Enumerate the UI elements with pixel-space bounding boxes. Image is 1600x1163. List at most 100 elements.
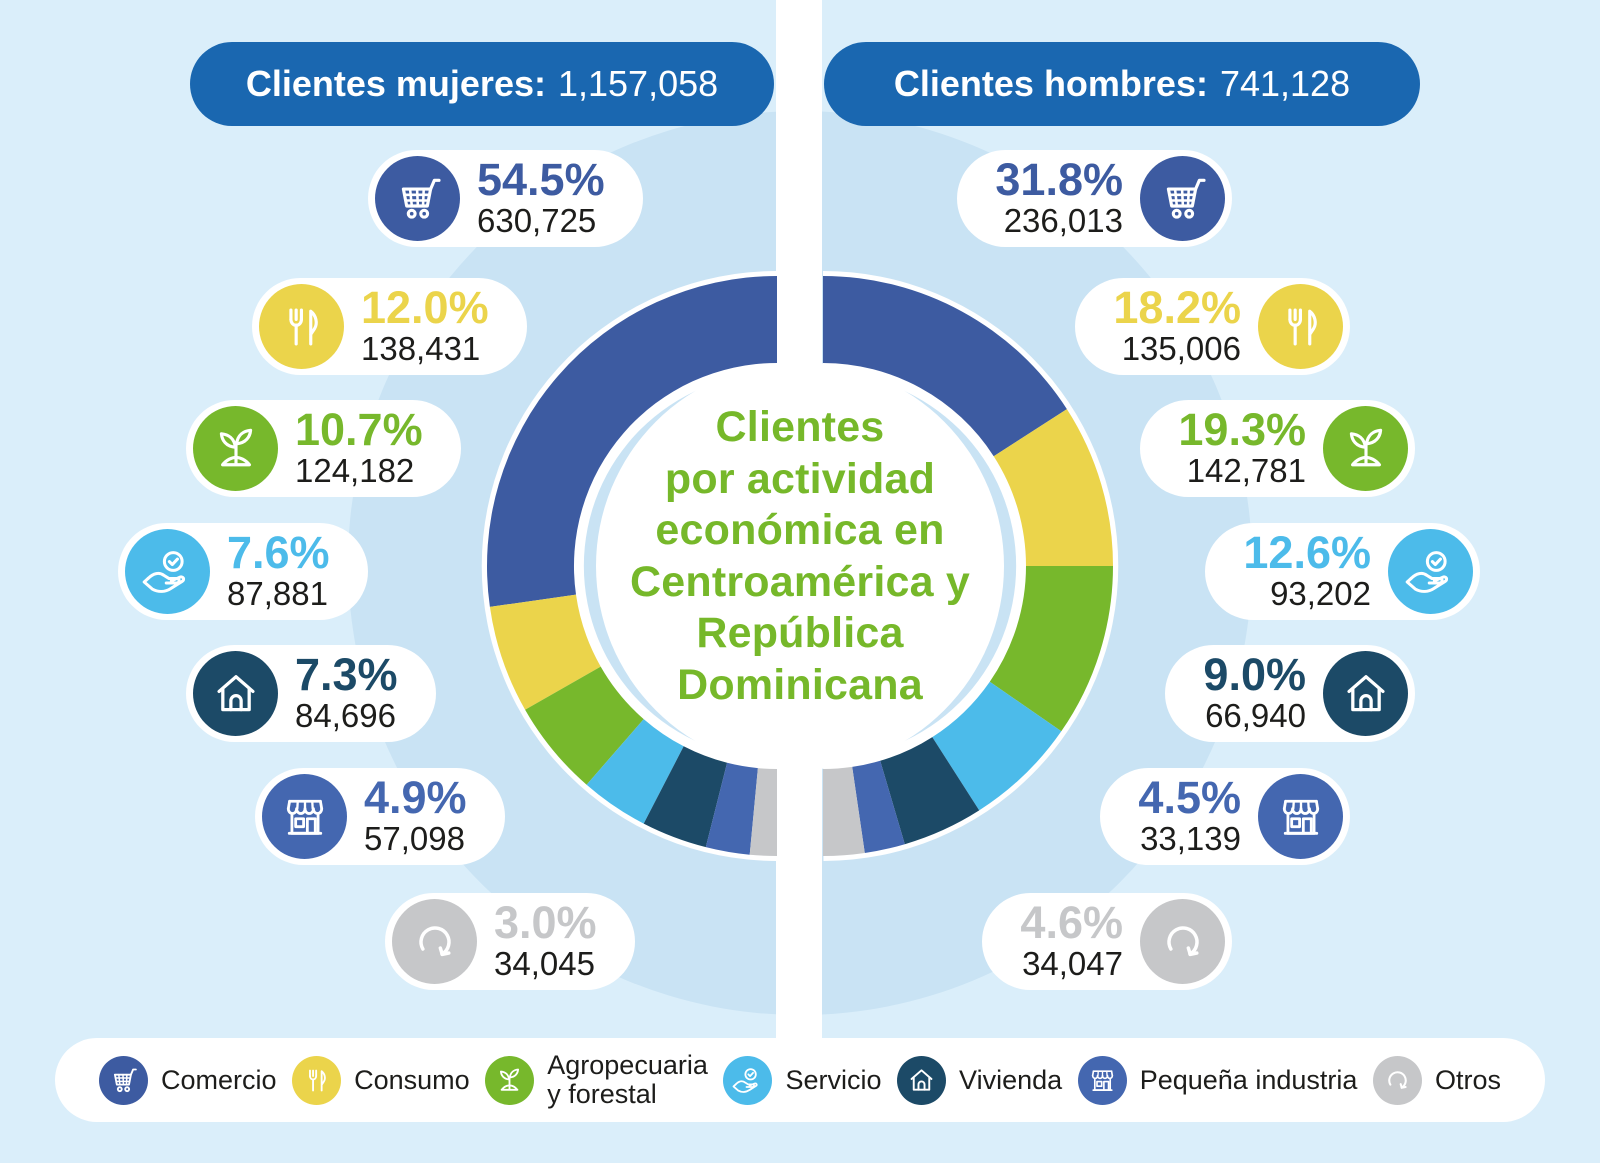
- donut-segment-left-otros: [749, 768, 777, 856]
- refresh-icon: [392, 899, 477, 984]
- plant-icon: [485, 1055, 535, 1105]
- refresh-icon: [1372, 1055, 1422, 1105]
- legend-label: Consumo: [354, 1064, 470, 1095]
- badge-text: 19.3% 142,781: [1178, 407, 1306, 489]
- badge-left-otros: 3.0% 34,045: [385, 893, 635, 990]
- legend-label: Otros: [1434, 1064, 1501, 1095]
- utensils-icon: [259, 284, 344, 369]
- percent-value: 54.5%: [477, 154, 605, 206]
- client-count: 138,431: [361, 330, 481, 368]
- donut-segment-left-pequena-industria: [705, 762, 758, 855]
- chart-title-line: Dominicana: [677, 660, 923, 709]
- percent-value: 18.2%: [1113, 282, 1241, 334]
- donut-segment-left-servicio: [586, 719, 684, 824]
- client-count: 84,696: [295, 697, 396, 735]
- badge-text: 18.2% 135,006: [1113, 285, 1241, 367]
- badge-text: 10.7% 124,182: [295, 407, 423, 489]
- percent-value: 4.6%: [1020, 897, 1123, 949]
- legend-item-pequena-industria: Pequeña industria: [1077, 1055, 1358, 1105]
- donut-segment-right-otros: [823, 766, 865, 857]
- donut-segment-left-comercio: [487, 276, 777, 607]
- client-count: 33,139: [1140, 820, 1241, 858]
- men-total-label: Clientes hombres:: [893, 63, 1208, 104]
- plant-icon: [193, 406, 278, 491]
- utensils-icon: [1258, 284, 1343, 369]
- badge-right-consumo: 18.2% 135,006: [1075, 278, 1350, 375]
- donut-segment-left-consumo: [489, 594, 601, 710]
- badge-text: 7.6% 87,881: [227, 530, 330, 612]
- legend-item-comercio: Comercio: [99, 1055, 277, 1105]
- store-icon: [1077, 1055, 1127, 1105]
- donut-segment-right-vivienda: [880, 737, 980, 845]
- donut-segment-left-vivienda: [643, 746, 728, 848]
- chart-title-line: República: [696, 609, 904, 658]
- badge-text: 4.6% 34,047: [1020, 900, 1123, 982]
- hand-check-icon: [723, 1055, 773, 1105]
- percent-value: 4.9%: [364, 772, 467, 824]
- badge-text: 54.5% 630,725: [477, 157, 605, 239]
- badge-right-otros: 4.6% 34,047: [982, 893, 1232, 990]
- client-count: 135,006: [1121, 330, 1241, 368]
- client-count: 124,182: [295, 452, 415, 490]
- legend-item-otros: Otros: [1372, 1055, 1501, 1105]
- legend-label: Comercio: [161, 1064, 277, 1095]
- badge-right-pequena-industria: 4.5% 33,139: [1100, 768, 1350, 865]
- percent-value: 4.5%: [1138, 772, 1241, 824]
- store-icon: [1258, 774, 1343, 859]
- percent-value: 10.7%: [295, 404, 423, 456]
- store-icon: [262, 774, 347, 859]
- percent-value: 19.3%: [1178, 404, 1306, 456]
- legend-bar: Comercio Consumo Agropecuaria y forestal Se…: [55, 1038, 1545, 1122]
- percent-value: 3.0%: [494, 897, 597, 949]
- badge-right-servicio: 12.6% 93,202: [1205, 523, 1480, 620]
- percent-value: 7.3%: [295, 649, 398, 701]
- client-count: 34,045: [494, 945, 595, 983]
- legend-item-consumo: Consumo: [292, 1055, 470, 1105]
- client-count: 93,202: [1270, 575, 1371, 613]
- women-total-label: Clientes mujeres:: [245, 63, 546, 104]
- hand-check-icon: [1388, 529, 1473, 614]
- house-icon: [193, 651, 278, 736]
- legend-item-vivienda: Vivienda: [897, 1055, 1063, 1105]
- client-count: 630,725: [477, 202, 597, 240]
- client-count: 34,047: [1022, 945, 1123, 983]
- badge-text: 12.6% 93,202: [1243, 530, 1371, 612]
- badge-right-vivienda: 9.0% 66,940: [1165, 645, 1415, 742]
- badge-right-comercio: 31.8% 236,013: [957, 150, 1232, 247]
- badge-text: 4.5% 33,139: [1138, 775, 1241, 857]
- legend-label: Agropecuaria y forestal: [547, 1050, 708, 1109]
- badge-left-pequena-industria: 4.9% 57,098: [255, 768, 505, 865]
- client-count: 236,013: [1003, 202, 1123, 240]
- legend-item-agropecuaria-y-forestal: Agropecuaria y forestal: [485, 1051, 708, 1108]
- legend-label: Pequeña industria: [1139, 1064, 1358, 1095]
- donut-segment-right-pequena-industria: [852, 760, 905, 853]
- chart-title-line: económica en: [655, 506, 945, 555]
- badge-text: 4.9% 57,098: [364, 775, 467, 857]
- chart-title-line: Centroamérica y: [630, 557, 970, 606]
- badge-left-servicio: 7.6% 87,881: [118, 523, 368, 620]
- donut-segment-left-agropecuaria-y-forestal: [525, 666, 644, 785]
- percent-value: 12.6%: [1243, 527, 1371, 579]
- legend-label: Servicio: [785, 1064, 882, 1095]
- percent-value: 7.6%: [227, 527, 330, 579]
- client-count: 87,881: [227, 575, 328, 613]
- house-icon: [1323, 651, 1408, 736]
- percent-value: 31.8%: [995, 154, 1123, 206]
- donut-segment-right-agropecuaria-y-forestal: [989, 566, 1113, 732]
- women-total-banner: Clientes mujeres: 1,157,058: [190, 42, 774, 126]
- legend-item-servicio: Servicio: [723, 1055, 882, 1105]
- badge-text: 9.0% 66,940: [1203, 652, 1306, 734]
- men-total-banner: Clientes hombres: 741,128: [824, 42, 1420, 126]
- percent-value: 12.0%: [361, 282, 489, 334]
- cart-icon: [1140, 156, 1225, 241]
- chart-title-line: Clientes: [715, 403, 885, 451]
- badge-text: 7.3% 84,696: [295, 652, 398, 734]
- legend-label: Vivienda: [959, 1064, 1063, 1095]
- badge-text: 12.0% 138,431: [361, 285, 489, 367]
- chart-title-line: por actividad: [664, 454, 936, 503]
- badge-left-consumo: 12.0% 138,431: [252, 278, 527, 375]
- client-count: 57,098: [364, 820, 465, 858]
- badge-text: 31.8% 236,013: [995, 157, 1123, 239]
